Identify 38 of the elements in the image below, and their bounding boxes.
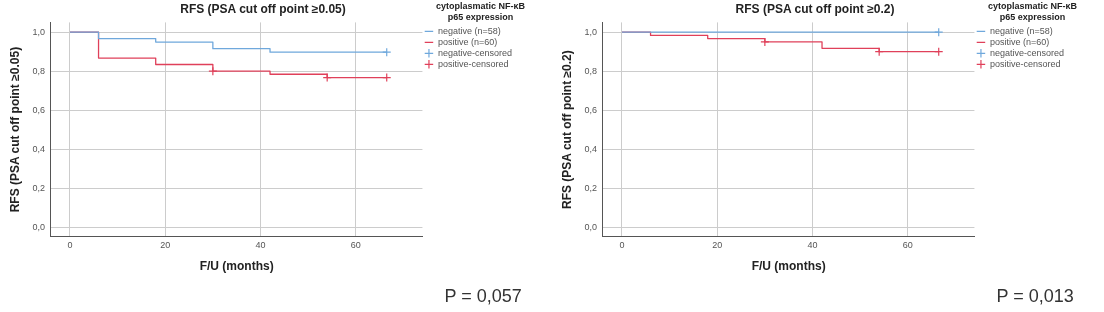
x-tick-label: 40 [807, 239, 818, 250]
x-axis-title: F/U (months) [199, 259, 274, 274]
y-tick-label: 0,2 [32, 182, 45, 193]
y-tick-label: 1,0 [32, 26, 45, 37]
x-tick-label: 0 [67, 239, 73, 250]
y-tick-label: 0,6 [584, 104, 597, 115]
x-axis-title: F/U (months) [751, 259, 826, 274]
legend-label: negative-censored [437, 47, 513, 58]
y-tick-label: 0,2 [584, 182, 597, 193]
y-tick-label: 1,0 [584, 26, 597, 37]
legend-label: positive-censored [989, 58, 1061, 69]
chart-title: RFS (PSA cut off point ≥0.05) [180, 1, 346, 16]
text: P = 0,057 [444, 285, 522, 306]
y-tick-label: 0,4 [584, 143, 597, 154]
x-tick-label: 60 [902, 239, 913, 250]
legend-label: positive (n=60) [989, 36, 1050, 47]
y-tick-label: 0,0 [32, 221, 45, 232]
y-tick-label: 0,8 [584, 65, 597, 76]
y-tick-label: 0,0 [584, 221, 597, 232]
x-tick-label: 60 [350, 239, 361, 250]
legend-title: cytoplasmatic NF-κB p65 expression [435, 0, 526, 22]
x-tick-label: 40 [255, 239, 266, 250]
x-tick-label: 20 [712, 239, 723, 250]
y-tick-label: 0,4 [32, 143, 45, 154]
text: P = 0,013 [996, 285, 1074, 306]
y-axis-title: RFS (PSA cut off point ≥0.05) [7, 46, 22, 213]
legend-label: negative (n=58) [437, 25, 501, 36]
chart-title: RFS (PSA cut off point ≥0.2) [735, 1, 895, 16]
legend-title: cytoplasmatic NF-κB p65 expression [987, 0, 1078, 22]
legend-label: negative-censored [989, 47, 1065, 58]
y-axis-title: RFS (PSA cut off point ≥0.2) [559, 50, 574, 210]
y-tick-label: 0,8 [32, 65, 45, 76]
y-tick-label: 0,6 [32, 104, 45, 115]
x-tick-label: 20 [160, 239, 171, 250]
legend-label: positive (n=60) [437, 36, 498, 47]
legend-label: positive-censored [437, 58, 509, 69]
x-tick-label: 0 [619, 239, 625, 250]
legend-label: negative (n=58) [989, 25, 1053, 36]
